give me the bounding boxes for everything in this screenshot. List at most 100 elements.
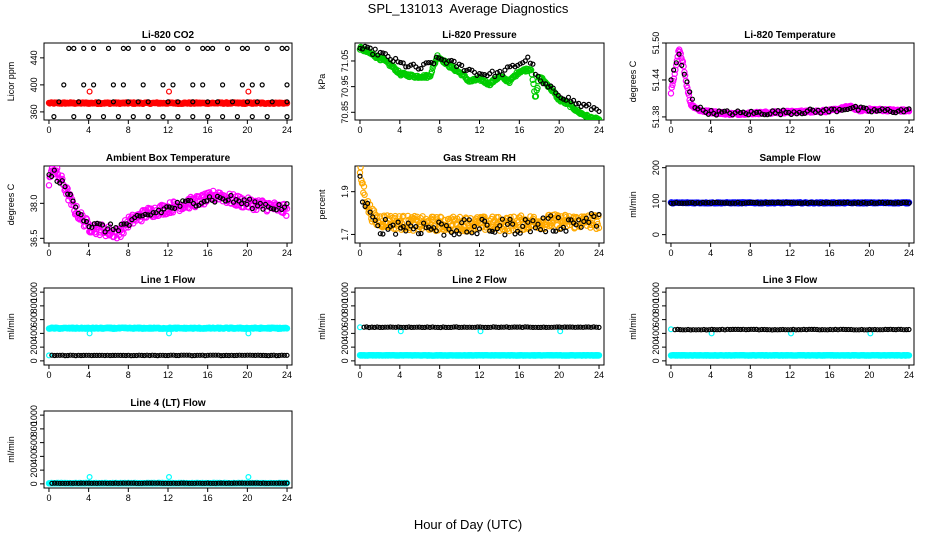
data-point — [732, 326, 739, 332]
data-point — [160, 352, 166, 358]
data-point — [173, 352, 179, 359]
data-point — [155, 353, 161, 359]
data-point — [464, 229, 470, 235]
data-point — [448, 57, 455, 64]
data-point — [67, 191, 74, 197]
data-point — [90, 45, 97, 52]
x-tick-label: 8 — [126, 248, 131, 258]
data-point — [130, 113, 136, 120]
data-point — [371, 324, 378, 330]
y-tick-label: 200 — [651, 160, 661, 175]
plot-points — [667, 326, 913, 359]
data-point — [166, 330, 173, 337]
data-point — [497, 223, 503, 229]
data-point — [166, 204, 172, 210]
data-point — [550, 85, 556, 91]
series-5 — [56, 99, 290, 105]
data-point — [66, 45, 72, 52]
y-tick-label: 800 — [340, 298, 350, 313]
data-point — [244, 45, 250, 52]
data-point — [791, 200, 797, 206]
data-point — [230, 199, 237, 205]
series-3 — [672, 326, 912, 333]
data-point — [729, 200, 736, 206]
data-point — [201, 198, 207, 205]
data-point — [273, 353, 280, 359]
data-point — [719, 200, 725, 206]
data-point — [423, 225, 429, 231]
data-point — [780, 326, 786, 333]
data-point — [823, 200, 829, 206]
data-point — [284, 352, 290, 358]
data-point — [182, 204, 189, 211]
data-point — [509, 221, 516, 227]
data-point — [456, 231, 462, 237]
data-point — [568, 217, 574, 223]
data-point — [863, 105, 869, 111]
data-point — [858, 104, 864, 110]
data-point — [753, 326, 760, 332]
x-tick-label: 16 — [514, 248, 524, 258]
data-point — [169, 205, 175, 211]
x-tick-label: 16 — [203, 125, 213, 135]
data-point — [236, 480, 243, 486]
series-4 — [61, 82, 290, 88]
data-point — [794, 200, 800, 206]
data-point — [165, 99, 171, 105]
data-point — [157, 480, 163, 486]
data-point — [690, 327, 696, 333]
panel-title: Sample Flow — [759, 153, 820, 164]
data-point — [73, 353, 79, 359]
data-point — [239, 480, 245, 486]
x-tick-label: 20 — [554, 125, 564, 135]
y-tick-label: 51.44 — [651, 69, 661, 92]
x-tick-label: 8 — [748, 248, 753, 258]
x-tick-label: 24 — [594, 125, 604, 135]
data-point — [382, 324, 388, 330]
data-point — [464, 67, 470, 73]
data-point — [682, 327, 689, 333]
data-point — [144, 480, 150, 486]
data-point — [393, 231, 399, 237]
data-point — [438, 221, 444, 227]
data-point — [54, 352, 60, 358]
data-point — [370, 214, 376, 220]
data-point — [548, 213, 554, 219]
data-point — [406, 324, 412, 330]
data-point — [145, 113, 151, 120]
data-point — [810, 200, 816, 206]
data-point — [676, 51, 682, 57]
data-point — [91, 221, 98, 227]
data-point — [484, 222, 490, 228]
series-2 — [357, 173, 602, 238]
data-point — [721, 200, 728, 206]
data-point — [242, 352, 248, 358]
data-point — [688, 327, 694, 333]
data-point — [215, 352, 221, 358]
data-point — [477, 324, 483, 330]
data-point — [61, 82, 67, 88]
data-point — [78, 212, 84, 218]
data-point — [820, 199, 827, 206]
data-point — [160, 82, 166, 88]
data-point — [864, 327, 870, 333]
data-point — [428, 68, 436, 75]
data-point — [86, 474, 93, 481]
data-point — [175, 99, 181, 105]
data-point — [105, 45, 112, 52]
x-tick-label: 0 — [357, 248, 362, 258]
data-point — [708, 107, 714, 114]
data-point — [364, 324, 370, 330]
data-point — [711, 199, 717, 205]
data-point — [863, 200, 869, 206]
data-point — [229, 480, 235, 486]
data-point — [118, 221, 124, 227]
data-point — [279, 480, 285, 486]
data-point — [170, 352, 177, 358]
data-point — [527, 229, 534, 235]
y-tick-label: 400 — [29, 449, 39, 464]
data-point — [174, 199, 180, 205]
data-point — [687, 89, 693, 95]
data-point — [828, 200, 835, 206]
data-point — [398, 324, 404, 330]
